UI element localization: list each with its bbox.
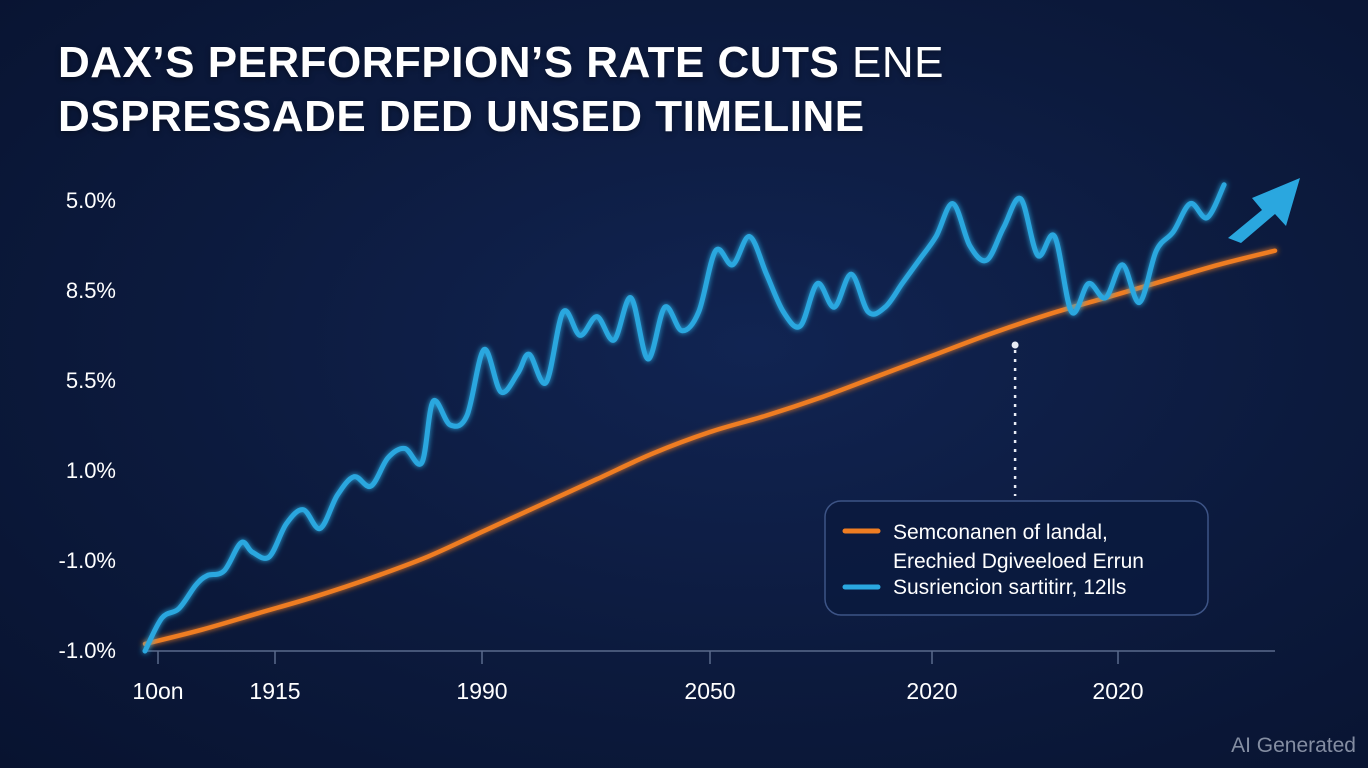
legend: Semconanen of landal, Erechied Dgiveeloed…: [824, 500, 1209, 616]
x-tick-label: 2020: [906, 678, 957, 704]
x-axis-ticks: 10on 1915 1990 2050 2020 2020: [132, 651, 1144, 704]
title-line-1-tail: ENE: [852, 38, 945, 87]
trend-arrow-icon: [1228, 178, 1300, 243]
series-lines: [142, 182, 1278, 654]
y-tick-label: 1.0%: [66, 458, 116, 483]
title-line-1: DAX’S PERFORFPION’S RATE CUTS ENE: [58, 36, 944, 90]
x-tick-label: 2020: [1092, 678, 1143, 704]
title-line-2: DSPRESSADE DED UNSED TIMELINE: [58, 92, 865, 141]
y-axis-ticks: 5.0% 8.5% 5.5% 1.0% -1.0% -1.0%: [59, 188, 116, 663]
legend-label-blue: Susriencion sartitirr, 12lls: [893, 576, 1126, 599]
annotation-dot: [1011, 341, 1019, 349]
chart-title: DAX’S PERFORFPION’S RATE CUTS ENE DSPRES…: [58, 36, 944, 144]
x-tick-label: 2050: [684, 678, 735, 704]
arrow-shape: [1228, 178, 1300, 243]
x-tick-label: 1915: [249, 678, 300, 704]
legend-box: [824, 500, 1209, 616]
x-tick-label: 10on: [132, 678, 183, 704]
y-tick-label: 5.5%: [66, 368, 116, 393]
watermark: AI Generated: [1231, 734, 1356, 757]
y-tick-label: 8.5%: [66, 278, 116, 303]
legend-label-orange: Semconanen of landal, Erechied Dgiveeloed…: [893, 521, 1144, 573]
y-tick-label: -1.0%: [59, 548, 116, 573]
y-tick-label: -1.0%: [59, 638, 116, 663]
y-tick-label: 5.0%: [66, 188, 116, 213]
series-line-orange: [142, 248, 1278, 647]
series-line-blue: [142, 182, 1227, 654]
x-tick-label: 1990: [456, 678, 507, 704]
title-line-1-main: DAX’S PERFORFPION’S RATE CUTS: [58, 38, 840, 87]
